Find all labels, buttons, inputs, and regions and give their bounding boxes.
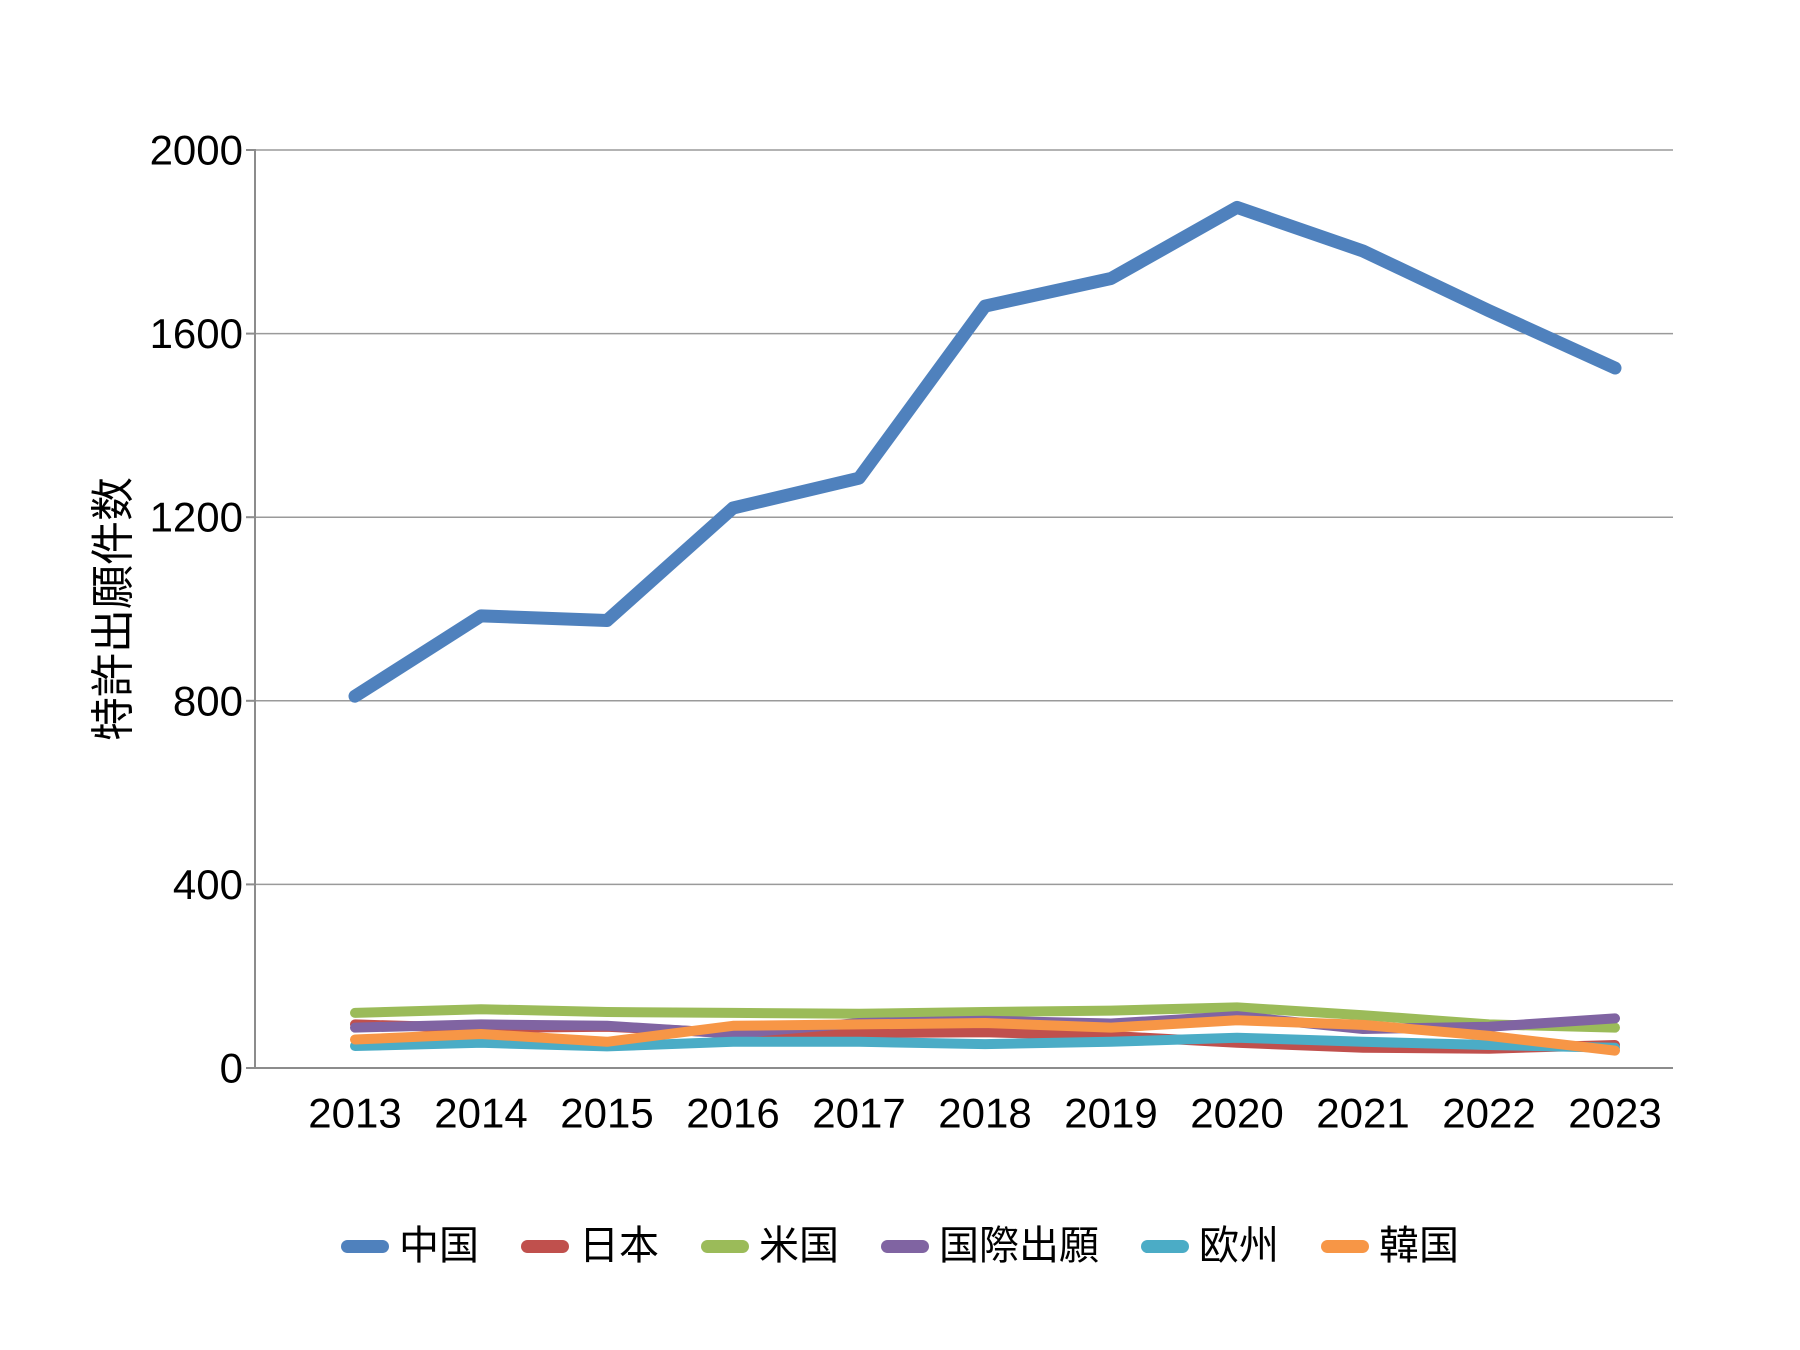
legend-item-米国: 米国 bbox=[701, 1226, 839, 1266]
gridlines-group bbox=[255, 149, 1673, 886]
legend-item-韓国: 韓国 bbox=[1321, 1226, 1459, 1266]
legend-swatch-中国 bbox=[341, 1239, 389, 1253]
series-lines-group bbox=[348, 200, 1622, 1056]
legend-swatch-日本 bbox=[521, 1239, 569, 1253]
legend-label-日本: 日本 bbox=[579, 1224, 659, 1268]
legend-item-日本: 日本 bbox=[521, 1226, 659, 1266]
x-tick-label-2014: 2014 bbox=[434, 1090, 527, 1137]
series-line-米国 bbox=[350, 1002, 1620, 1033]
legend-label-中国: 中国 bbox=[399, 1224, 479, 1268]
axes-group bbox=[246, 149, 1673, 1069]
y-tick-label-400: 400 bbox=[173, 861, 243, 908]
x-tick-label-2021: 2021 bbox=[1316, 1090, 1409, 1137]
legend-swatch-米国 bbox=[701, 1239, 749, 1253]
legend-item-中国: 中国 bbox=[341, 1226, 479, 1266]
x-tick-label-2020: 2020 bbox=[1190, 1090, 1283, 1137]
y-tick-label-0: 0 bbox=[220, 1045, 243, 1092]
legend-item-欧州: 欧州 bbox=[1141, 1226, 1279, 1266]
series-line-欧州 bbox=[350, 1032, 1620, 1053]
x-tick-label-2015: 2015 bbox=[560, 1090, 653, 1137]
y-axis-title: 特許出願件数 bbox=[89, 477, 138, 741]
x-tick-label-2019: 2019 bbox=[1064, 1090, 1157, 1137]
legend-label-韓国: 韓国 bbox=[1379, 1224, 1459, 1268]
x-tick-label-2022: 2022 bbox=[1442, 1090, 1535, 1137]
legend-swatch-韓国 bbox=[1321, 1239, 1369, 1253]
legend-swatch-国際出願 bbox=[881, 1239, 929, 1253]
y-tick-label-2000: 2000 bbox=[150, 127, 243, 174]
legend-label-米国: 米国 bbox=[759, 1224, 839, 1268]
x-axis-tick-labels: 2013 2014 2015 2016 2017 2018 2019 2020 2021 2022… bbox=[308, 1090, 1661, 1137]
y-tick-label-800: 800 bbox=[173, 677, 243, 724]
legend-label-国際出願: 国際出願 bbox=[939, 1224, 1099, 1268]
legend-label-欧州: 欧州 bbox=[1199, 1224, 1279, 1268]
chart-legend: 中国 日本 米国 国際出願 欧州 韓国 bbox=[0, 1226, 1800, 1266]
x-tick-label-2017: 2017 bbox=[812, 1090, 905, 1137]
x-tick-label-2013: 2013 bbox=[308, 1090, 401, 1137]
y-tick-label-1600: 1600 bbox=[150, 310, 243, 357]
series-line-韓国 bbox=[350, 1015, 1620, 1056]
x-tick-label-2023: 2023 bbox=[1568, 1090, 1661, 1137]
legend-swatch-欧州 bbox=[1141, 1239, 1189, 1253]
legend-item-国際出願: 国際出願 bbox=[881, 1226, 1099, 1266]
y-tick-label-1200: 1200 bbox=[150, 494, 243, 541]
y-axis-tick-labels: 0 400 800 1200 1600 2000 bbox=[150, 127, 243, 1092]
x-tick-label-2018: 2018 bbox=[938, 1090, 1031, 1137]
x-tick-label-2016: 2016 bbox=[686, 1090, 779, 1137]
series-line-中国 bbox=[348, 200, 1622, 703]
